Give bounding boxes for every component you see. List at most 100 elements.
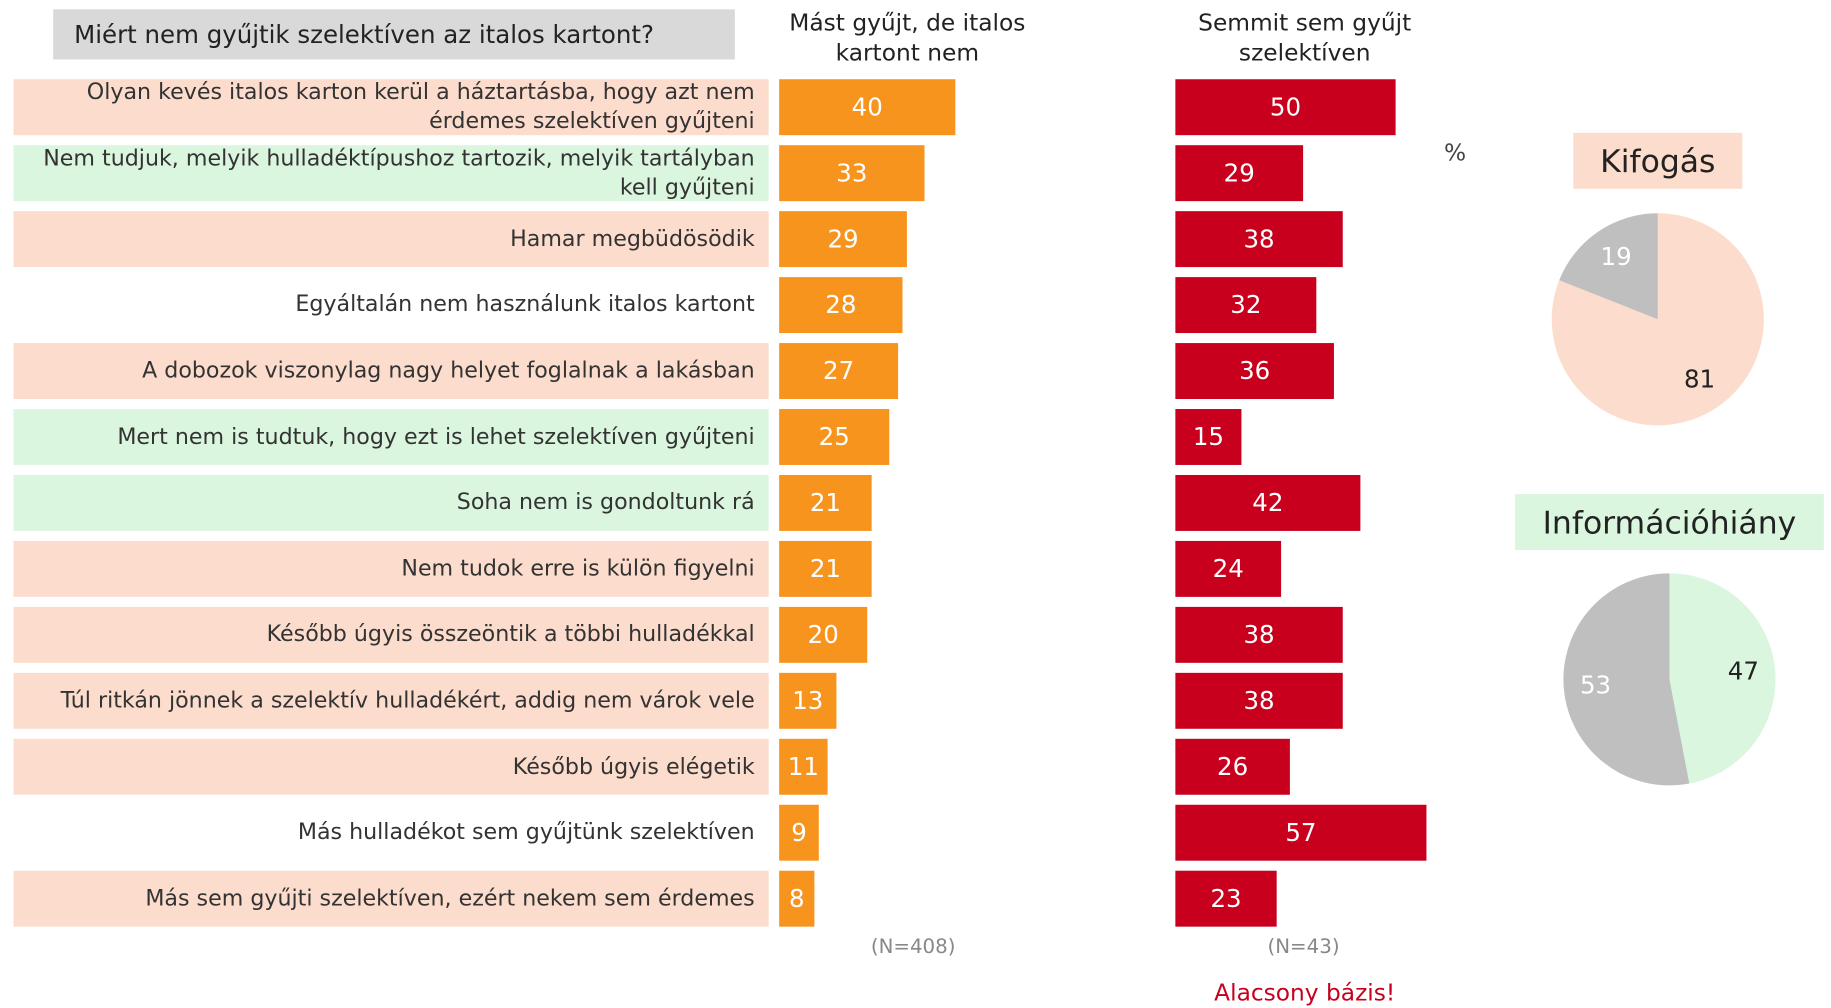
bar — [779, 277, 903, 334]
bar — [779, 409, 890, 465]
row-background — [13, 343, 769, 400]
category-label: Hamar megbüdösödik — [510, 225, 755, 252]
bar-value-label: 57 — [1285, 818, 1316, 847]
pie-title: Információhiány — [1543, 505, 1797, 541]
bar-value-label: 26 — [1217, 752, 1248, 781]
sample-size-note: (N=408) — [871, 935, 956, 958]
pie-slice — [1563, 573, 1690, 786]
bar-value-label: 38 — [1243, 686, 1274, 715]
row-background — [13, 870, 769, 927]
category-label: Más hulladékot sem gyűjtünk szelektíven — [297, 819, 755, 846]
bar — [1175, 145, 1304, 202]
chart-title: Miért nem gyűjtik szelektíven az italos … — [74, 20, 654, 49]
bar — [1175, 79, 1396, 136]
bar — [779, 474, 872, 531]
category-label-box: Egyáltalán nem használunk italos kartont — [295, 291, 755, 318]
bar-value-label: 20 — [808, 620, 839, 649]
bar — [1175, 870, 1277, 927]
category-label-box: Más hulladékot sem gyűjtünk szelektíven — [297, 819, 755, 846]
category-label-box: Mert nem is tudtuk, hogy ezt is lehet sz… — [117, 424, 754, 450]
pie-value-label: 53 — [1580, 670, 1611, 699]
bar — [1175, 474, 1361, 531]
bar — [779, 343, 899, 400]
bar-value-label: 29 — [1224, 158, 1255, 187]
bar — [779, 540, 872, 597]
bar-value-label: 29 — [827, 224, 858, 253]
title-box — [53, 9, 735, 60]
bar-value-label: 27 — [823, 356, 854, 385]
category-label-box: Soha nem is gondoltunk rá — [457, 490, 755, 516]
category-label-box: Később úgyis összeöntik a többi hulladék… — [266, 621, 755, 648]
bar — [1175, 277, 1317, 334]
bar — [1175, 540, 1282, 597]
category-label-box: Később úgyis elégetik — [512, 753, 755, 780]
row-background — [13, 540, 769, 597]
bar — [779, 211, 907, 268]
bar — [1175, 738, 1290, 795]
pie-title-box — [1515, 494, 1824, 551]
pie-title-box — [1573, 132, 1743, 189]
pie-slice — [1551, 213, 1764, 426]
bar-value-label: 32 — [1230, 290, 1261, 319]
bar-value-label: 21 — [810, 488, 841, 517]
sample-size-note: (N=43) — [1268, 935, 1340, 958]
category-label-box: A dobozok viszonylag nagy helyet foglaln… — [142, 357, 755, 384]
category-label-box: Túl ritkán jönnek a szelektív hulladékér… — [60, 687, 755, 714]
bar-value-label: 33 — [836, 158, 867, 187]
bar-value-label: 38 — [1243, 224, 1274, 253]
bar-value-label: 42 — [1252, 488, 1283, 517]
row-background — [13, 474, 769, 531]
bar-value-label: 24 — [1213, 554, 1244, 583]
bar-value-label: 21 — [810, 554, 841, 583]
bar — [779, 606, 868, 663]
bar-value-label: 38 — [1243, 620, 1274, 649]
bar-value-label: 13 — [792, 686, 823, 715]
category-label: Nem tudjuk, melyik hulladéktípushoz tart… — [43, 145, 755, 200]
row-background — [13, 79, 769, 136]
bar — [779, 804, 819, 861]
bar — [779, 79, 956, 136]
bar-value-label: 36 — [1239, 356, 1270, 385]
pie-value-label: 19 — [1601, 242, 1632, 271]
category-label-box: Nem tudok erre is külön figyelni — [401, 555, 755, 582]
pie-slice — [1559, 213, 1658, 320]
category-label: Túl ritkán jönnek a szelektív hulladékér… — [60, 687, 755, 714]
bar — [1175, 343, 1334, 400]
row-background — [13, 672, 769, 729]
category-label: Egyáltalán nem használunk italos kartont — [295, 291, 755, 318]
category-label-box: Más sem gyűjti szelektíven, ezért nekem … — [145, 885, 755, 912]
category-label: Később úgyis elégetik — [512, 753, 755, 780]
category-label: Más sem gyűjti szelektíven, ezért nekem … — [145, 885, 755, 912]
category-label: Később úgyis összeöntik a többi hulladék… — [266, 621, 755, 648]
bar — [779, 672, 837, 729]
row-background — [13, 211, 769, 268]
bar — [779, 145, 925, 202]
bar-value-label: 28 — [825, 290, 856, 319]
category-label: Olyan kevés italos karton kerül a háztar… — [86, 79, 755, 135]
pie-slice — [1669, 573, 1776, 784]
category-label-box: Nem tudjuk, melyik hulladéktípushoz tart… — [43, 145, 755, 200]
pie-title: Kifogás — [1600, 144, 1715, 180]
bar-value-label: 40 — [852, 92, 883, 121]
bar-value-label: 8 — [789, 884, 805, 913]
bar — [1175, 409, 1242, 465]
category-label: A dobozok viszonylag nagy helyet foglaln… — [142, 357, 755, 384]
series-header: Mást gyűjt, de italos kartont nem — [789, 8, 1026, 67]
bar — [779, 870, 815, 927]
low-base-warning: Alacsony bázis! — [1214, 980, 1395, 1007]
pie-value-label: 47 — [1728, 656, 1759, 685]
row-background — [13, 606, 769, 663]
category-label-box: Olyan kevés italos karton kerül a háztar… — [86, 79, 755, 135]
series-header-box: Mást gyűjt, de italos kartont nem — [789, 8, 1026, 67]
bar — [1175, 606, 1343, 663]
bar-value-label: 23 — [1210, 884, 1241, 913]
bar-value-label: 15 — [1193, 422, 1224, 451]
category-label-box: Hamar megbüdösödik — [510, 225, 755, 252]
row-background — [13, 738, 769, 795]
bar-value-label: 50 — [1270, 92, 1301, 121]
bar-value-label: 9 — [791, 818, 807, 847]
bar — [1175, 672, 1343, 729]
bar — [1175, 804, 1427, 861]
series-header: Semmit sem gyűjt szelektíven — [1198, 8, 1412, 67]
category-label: Nem tudok erre is külön figyelni — [401, 555, 755, 582]
